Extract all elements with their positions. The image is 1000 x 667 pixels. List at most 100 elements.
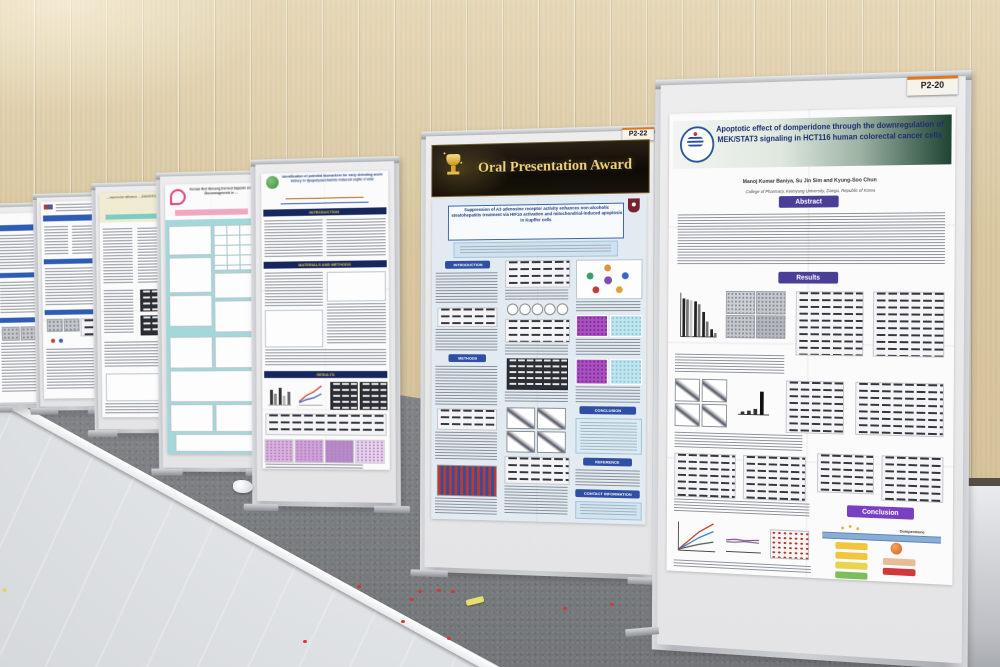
figure-caption: [674, 498, 810, 518]
heatmap-figure: [436, 464, 497, 498]
histology-figure: [609, 358, 643, 385]
section-bar-results: RESULTS: [264, 371, 388, 378]
poster-text: [46, 348, 99, 391]
poster-text: [44, 225, 69, 257]
red-confetti: [610, 603, 614, 606]
histology-figure: [355, 439, 385, 464]
conclusion-diagram: Domperidone: [820, 520, 943, 581]
microscopy-figure: [755, 291, 786, 315]
poster-text: [575, 301, 641, 312]
poster-text-box: [169, 294, 213, 327]
affiliation-text: [280, 201, 369, 207]
red-confetti: [437, 589, 441, 592]
red-confetti: [447, 637, 451, 640]
award-banner: Oral Presentation Award: [431, 139, 650, 198]
section-pill-methods: METHODS: [448, 354, 486, 363]
trophy-icon: [443, 152, 464, 189]
pathway-diagram: [575, 259, 643, 300]
poster-text: [264, 271, 323, 307]
authors-bar: [453, 240, 619, 259]
board-tag-label: P2-22: [628, 130, 648, 138]
poster-paper: Identification of potential biomarkers f…: [261, 170, 390, 470]
blot-figure: [674, 452, 736, 499]
poster-figure: [46, 318, 63, 332]
poster-text: [505, 289, 569, 300]
poster-text: [435, 328, 498, 351]
blot-figure: [504, 456, 570, 486]
histology-figure: [575, 315, 608, 337]
board-foot: [243, 503, 279, 512]
blot-figure: [742, 454, 806, 502]
poster-title: Korean Red Ginseng Derived Saponin and G…: [189, 186, 253, 196]
board-foot: [625, 626, 660, 637]
poster-board-6: P2-22 Oral Presentation Award Suppressio…: [410, 124, 668, 586]
blot-figure: [504, 319, 571, 343]
red-confetti: [418, 590, 422, 593]
figure-mark: [51, 338, 56, 343]
university-logo-icon: [627, 198, 640, 213]
poster-figure: [1, 326, 20, 341]
flow-plot: [506, 407, 536, 430]
section-label: Conclusion: [862, 508, 899, 517]
poster-text: [435, 272, 498, 304]
poster-figure-box: [169, 370, 259, 403]
poster-text: [326, 218, 386, 258]
blot-figure: [437, 408, 498, 431]
poster-section-bar: [0, 317, 40, 323]
poster-figure-box: [170, 404, 214, 432]
poster-caption: [265, 463, 364, 469]
bar-chart-figure: [675, 289, 719, 345]
figure-caption: [674, 431, 803, 451]
contact-box: [575, 500, 642, 521]
flow-plot: [537, 407, 566, 430]
poster-text: [44, 267, 98, 307]
poster-title-bar: [42, 214, 97, 222]
poster-section-bar: [0, 272, 39, 279]
poster-figure: [63, 318, 80, 332]
red-confetti: [357, 585, 361, 588]
blot-figure: [795, 291, 864, 357]
section-bar-introduction: INTRODUCTION: [263, 207, 387, 217]
poster-title: Identification of potential biomarkers f…: [282, 172, 383, 184]
board-foot: [410, 569, 448, 578]
board-tag: P2-20: [907, 75, 958, 96]
section-pill-results: Results: [778, 271, 839, 284]
bar-chart-figure: [265, 387, 292, 408]
line-chart-figure: [296, 382, 323, 408]
line-chart-figure: [674, 517, 717, 557]
poster-text: [434, 497, 497, 515]
histology-figure: [609, 315, 643, 337]
poster-section-bar: [44, 309, 99, 316]
poster-title-bar: [0, 224, 38, 232]
poster-text: [435, 365, 498, 406]
section-pill-abstract: Abstract: [778, 195, 839, 208]
flow-plot: [701, 378, 728, 403]
poster-text: [264, 219, 323, 258]
blot-figure: [816, 453, 874, 495]
histology-figure: [575, 358, 608, 385]
board-foot: [374, 505, 410, 514]
poster-text: [504, 485, 568, 515]
flow-plot: [674, 378, 701, 402]
poster-figure-box: [169, 336, 214, 369]
poster-text: [435, 431, 498, 462]
board-foot: [30, 407, 59, 415]
poster-board-7: P2-20 Apoptotic effect of domperidone th…: [625, 69, 972, 667]
poster-paper: Suppression of A3 adenosine receptor act…: [431, 195, 647, 525]
flow-plot: [536, 431, 566, 454]
section-label: Results: [796, 274, 820, 282]
poster-text: [504, 344, 569, 355]
conclusion-box: [575, 417, 642, 455]
blot-figure: [855, 381, 944, 438]
poster-text: [0, 281, 39, 314]
poster-paper: Korean Red Ginseng Derived Saponin and G…: [164, 182, 261, 454]
flow-plot: [506, 430, 536, 453]
poster-table: [326, 271, 386, 302]
poster-title: Apoptotic effect of domperidone through …: [716, 119, 944, 144]
poster-paper: Apoptotic effect of domperidone through …: [666, 106, 956, 586]
section-bar-methods: MATERIALS AND METHODS: [263, 260, 387, 269]
section-pill-reference: REFERENCE: [583, 457, 632, 467]
blot-figure: [785, 380, 845, 435]
poster-text: [575, 338, 641, 355]
poster-text: [102, 228, 134, 285]
